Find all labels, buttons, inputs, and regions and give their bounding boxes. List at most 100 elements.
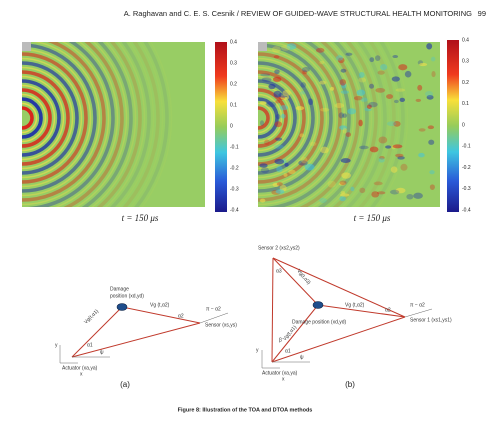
- wave-front: [22, 61, 79, 175]
- noise-blob: [319, 197, 327, 204]
- noise-blob: [406, 193, 414, 200]
- path-line: [317, 304, 406, 318]
- noise-blob: [319, 60, 325, 65]
- noise-blob: [260, 120, 265, 126]
- wave-front: [258, 88, 288, 148]
- noise-blob: [395, 153, 404, 158]
- noise-blob: [417, 84, 423, 91]
- noise-blob: [428, 139, 435, 145]
- noise-blob: [274, 69, 280, 75]
- label: ψ: [100, 349, 104, 355]
- label: α3: [276, 268, 282, 274]
- noise-blob: [345, 132, 352, 137]
- label: π − α2: [206, 306, 221, 312]
- label: y: [55, 342, 58, 348]
- noise-blob: [358, 119, 363, 127]
- colorbar-tick-label: -0.4: [230, 207, 239, 213]
- noise-blob: [339, 180, 347, 186]
- wave-front: [105, 42, 146, 207]
- path-line: [71, 322, 201, 358]
- noise-blob: [340, 90, 350, 94]
- noise-blob: [304, 163, 315, 171]
- noise-blob: [280, 94, 290, 101]
- noise-blob: [419, 62, 428, 67]
- noise-blob: [275, 137, 283, 141]
- noise-blob: [260, 73, 271, 77]
- noise-blob: [260, 167, 270, 174]
- wave-front: [299, 42, 360, 207]
- noise-blob: [282, 89, 291, 96]
- noise-blob: [395, 88, 406, 92]
- label: Sensor 2 (xs2,ys2): [258, 245, 300, 251]
- noise-blob: [274, 158, 285, 165]
- wave-front: [22, 88, 52, 148]
- damage-marker: [116, 303, 128, 311]
- extension-line: [404, 308, 433, 318]
- colorbar-tick-label: 0: [462, 122, 465, 128]
- noise-blob: [415, 98, 422, 103]
- wave-front: [258, 42, 337, 197]
- path-line: [121, 306, 201, 324]
- colorbar-tick-label: 0.2: [230, 81, 237, 87]
- colorbar-tick-label: 0.1: [462, 101, 469, 107]
- wave-front: [22, 43, 97, 193]
- colorbar-tick-label: 0.4: [230, 39, 237, 45]
- noise-blob: [426, 43, 433, 50]
- noise-blob: [319, 80, 327, 85]
- damage-marker: [312, 301, 324, 309]
- wave-front: [258, 102, 274, 134]
- wave-front: [22, 42, 110, 206]
- noise-blob: [279, 105, 289, 111]
- extension-line: [199, 312, 229, 324]
- wave-front: [22, 106, 34, 130]
- label: α2: [178, 313, 184, 319]
- colorbar-tick-label: -0.1: [230, 144, 239, 150]
- wave-front: [117, 42, 155, 207]
- wave-front: [258, 79, 297, 157]
- noise-blob: [327, 180, 336, 188]
- noise-blob: [377, 70, 385, 75]
- noise-blob: [379, 155, 385, 160]
- noise-blob: [271, 46, 281, 53]
- wave-front: [258, 52, 324, 184]
- noise-blob: [339, 79, 347, 86]
- noise-blob: [427, 125, 435, 130]
- wave-front: [22, 42, 101, 197]
- noise-blob: [400, 163, 408, 171]
- wave-front: [22, 79, 61, 157]
- noise-blob: [380, 64, 388, 71]
- noise-blob: [359, 187, 366, 194]
- noise-blob: [302, 70, 308, 75]
- wave-front: [141, 42, 173, 207]
- noise-blob: [386, 121, 397, 127]
- noise-blob: [390, 189, 400, 195]
- corner-marker: [22, 42, 31, 51]
- wave-front: [365, 42, 400, 207]
- label: π − α2: [410, 302, 425, 308]
- noise-blob: [280, 45, 291, 51]
- wave-front: [341, 42, 382, 207]
- noise-blob: [273, 90, 282, 98]
- path-line: [71, 306, 123, 358]
- path-line: [271, 316, 406, 363]
- diagram-a: Damage position (xd,yd) Vg (t,α2) Vg(t,α…: [55, 286, 237, 389]
- noise-blob: [430, 56, 436, 62]
- noise-blob: [259, 101, 267, 105]
- noise-blob: [274, 121, 282, 128]
- wave-front: [258, 84, 292, 152]
- time-label: t = 150 μs: [122, 213, 159, 223]
- noise-blob: [431, 70, 436, 78]
- noise-blob: [356, 89, 366, 96]
- noise-blob: [320, 146, 329, 154]
- noise-blob: [261, 77, 272, 82]
- label: Vg (t,α2): [150, 302, 170, 308]
- noise-blob: [339, 196, 346, 202]
- wave-front: [353, 42, 391, 207]
- noise-blob: [369, 83, 375, 89]
- wave-front: [22, 84, 56, 152]
- label: Sensor (xs,ys): [205, 322, 237, 328]
- noise-blob: [358, 72, 365, 78]
- noise-blob: [299, 133, 305, 138]
- diagram-b: Sensor 2 (xs2,ys2) α3 Vg(t,α3) Vg(t,α1) …: [256, 245, 452, 389]
